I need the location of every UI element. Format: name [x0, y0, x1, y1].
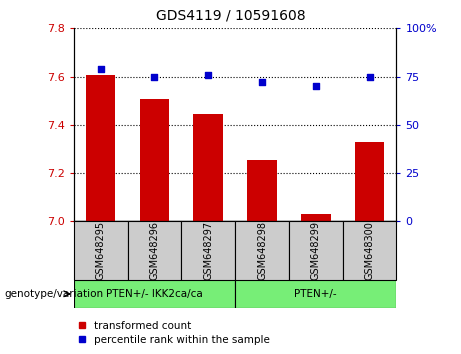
Bar [301, 214, 331, 221]
Point [312, 84, 319, 89]
Text: GSM648298: GSM648298 [257, 221, 267, 280]
Bar [194, 114, 223, 221]
Point [97, 66, 104, 72]
Point [205, 72, 212, 78]
Text: GSM648295: GSM648295 [95, 221, 106, 280]
Point [151, 74, 158, 79]
Legend: transformed count, percentile rank within the sample: transformed count, percentile rank withi… [73, 316, 274, 349]
Text: PTEN+/- IKK2ca/ca: PTEN+/- IKK2ca/ca [106, 289, 203, 299]
FancyBboxPatch shape [74, 221, 128, 280]
Bar [140, 99, 169, 221]
FancyBboxPatch shape [235, 221, 289, 280]
FancyBboxPatch shape [235, 280, 396, 308]
Bar [86, 75, 115, 221]
Bar [247, 160, 277, 221]
Text: GSM648297: GSM648297 [203, 221, 213, 280]
Text: GDS4119 / 10591608: GDS4119 / 10591608 [156, 9, 305, 23]
Point [366, 74, 373, 79]
FancyBboxPatch shape [289, 221, 343, 280]
Point [258, 80, 266, 85]
Text: genotype/variation: genotype/variation [5, 289, 104, 299]
Text: GSM648300: GSM648300 [365, 221, 375, 280]
Text: GSM648296: GSM648296 [149, 221, 160, 280]
FancyBboxPatch shape [181, 221, 235, 280]
FancyBboxPatch shape [343, 221, 396, 280]
FancyBboxPatch shape [74, 280, 235, 308]
Bar [355, 142, 384, 221]
Text: GSM648299: GSM648299 [311, 221, 321, 280]
Text: PTEN+/-: PTEN+/- [295, 289, 337, 299]
FancyBboxPatch shape [128, 221, 181, 280]
